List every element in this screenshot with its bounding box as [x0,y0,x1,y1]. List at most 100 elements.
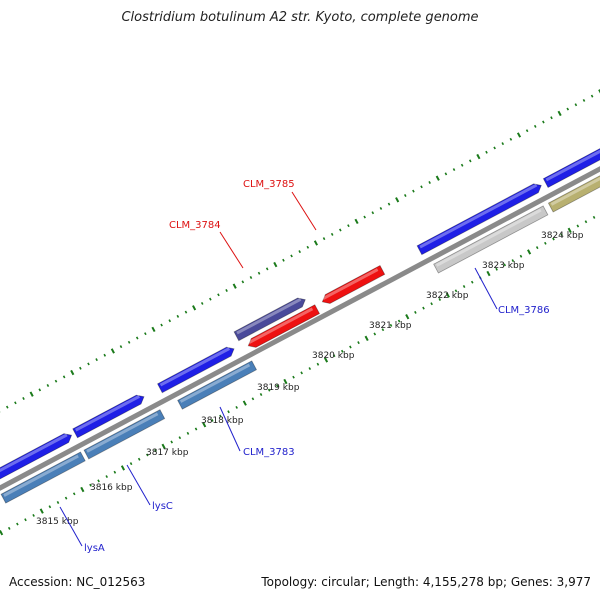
cds-clm-3784-b-body [247,304,321,348]
gene-label: CLM_3786 [498,305,550,316]
lower-ruler-tick [64,496,68,500]
accession-value: NC_012563 [76,575,146,589]
lower-ruler-tick [316,362,320,366]
feature-layer [0,148,600,504]
upper-ruler-tick [290,254,293,258]
gene-label: CLM_3785 [243,179,295,190]
lower-ruler-tick [535,246,539,250]
cds-clm-3784-b [247,304,321,348]
lower-ruler-tick [97,479,100,483]
lower-ruler-tick [202,422,207,428]
cds-reverse-lysa-shine [3,454,79,497]
upper-ruler-tick [87,362,90,366]
gene-label: CLM_3783 [243,447,295,458]
upper-ruler-tick [176,314,180,318]
cds-olive-body [547,175,600,213]
upper-ruler-tick [371,211,375,215]
lower-ruler-tick [89,483,92,487]
upper-ruler-tick [387,202,391,206]
gene-label-leader [219,231,244,269]
cds-forward-5-body [542,148,600,189]
upper-ruler-tick [127,340,131,344]
genes-label: Genes: [510,575,553,589]
upper-ruler-tick [460,163,464,167]
upper-ruler-tick [249,276,253,280]
cds-clm-3784 [233,297,306,342]
cds-reverse-lysc-body [83,409,166,460]
upper-ruler-tick [225,289,228,292]
lower-ruler-tick [56,500,60,504]
cds-reverse-lysc [83,409,166,460]
lower-ruler-tick [430,302,433,306]
lower-ruler-tick [495,267,498,271]
kbp-label-layer: 3815 kbp 3816 kbp 3817 kbp 3818 kbp 3819 kbp… [36,231,584,527]
cds-forward-3-shine [159,347,231,387]
kbp-label: 3820 kbp [312,351,355,361]
cds-reverse-lysc-shine [86,412,159,453]
upper-ruler-tick [192,305,197,311]
lower-ruler-tick [283,378,288,385]
kbp-label: 3818 kbp [201,416,244,426]
kbp-label: 3819 kbp [257,383,300,393]
cds-reverse-clm-3783 [177,360,258,410]
upper-ruler-tick [420,185,423,189]
upper-ruler-tick [46,384,50,387]
lower-ruler-tick [235,405,238,409]
cds-reverse-lysa [0,451,86,504]
cds-forward-4 [416,183,542,256]
upper-ruler-tick [184,310,188,314]
lower-ruler-tick [486,270,491,277]
upper-ruler-tick [379,206,383,210]
upper-ruler-tick [151,326,156,333]
upper-ruler-tick [70,369,75,376]
cds-olive-shine [550,176,600,206]
gene-label-leader [219,406,241,452]
upper-ruler-tick [119,345,123,349]
lower-ruler-tick [80,486,85,493]
lower-ruler-tick [340,349,344,353]
lower-ruler-tick [462,285,466,288]
cds-clm-3785-body [321,264,386,304]
upper-ruler-tick [257,271,261,275]
upper-ruler-tick [232,283,237,289]
upper-ruler-tick [322,237,326,241]
lower-ruler-tick [137,457,141,461]
upper-ruler-tick [574,103,578,107]
upper-ruler-tick [62,375,66,379]
cds-clm-3784-shine [236,297,302,335]
lower-ruler-tick [251,397,255,401]
cds-forward-2 [72,394,145,439]
cds-forward-1-body [0,433,73,480]
lower-ruler-tick [211,418,214,422]
gene-label: CLM_3784 [169,220,221,231]
lower-ruler-tick [227,410,230,414]
upper-ruler-tick [516,132,522,138]
lower-ruler-tick [592,215,596,219]
backbone-layer [0,166,600,491]
tick-track-lower [0,215,596,536]
lower-ruler-tick [0,530,4,536]
upper-ruler-tick [95,358,98,362]
upper-ruler-tick [5,405,9,409]
cds-clm-3785 [321,264,386,304]
lower-ruler-tick [584,220,588,224]
upper-ruler-tick [144,332,147,336]
lower-ruler-tick [349,345,352,349]
gene-label: lysA [84,543,105,554]
gene-label-leader [59,506,83,547]
cds-forward-4-body [416,183,542,256]
upper-ruler-tick [217,293,220,297]
accession-label: Accession: [9,575,73,589]
genome-backbone [0,166,600,491]
lower-ruler-tick [576,224,580,228]
upper-ruler-tick [265,267,269,271]
upper-ruler-tick [282,258,285,262]
cds-clm-3786 [433,205,549,274]
lower-ruler-tick [275,384,279,388]
kbp-label: 3821 kbp [369,321,412,331]
cds-forward-2-body [72,394,145,439]
lower-ruler-tick [154,449,157,453]
upper-ruler-tick [298,250,301,254]
lower-ruler-tick [454,289,458,293]
lower-ruler-tick [292,375,295,379]
